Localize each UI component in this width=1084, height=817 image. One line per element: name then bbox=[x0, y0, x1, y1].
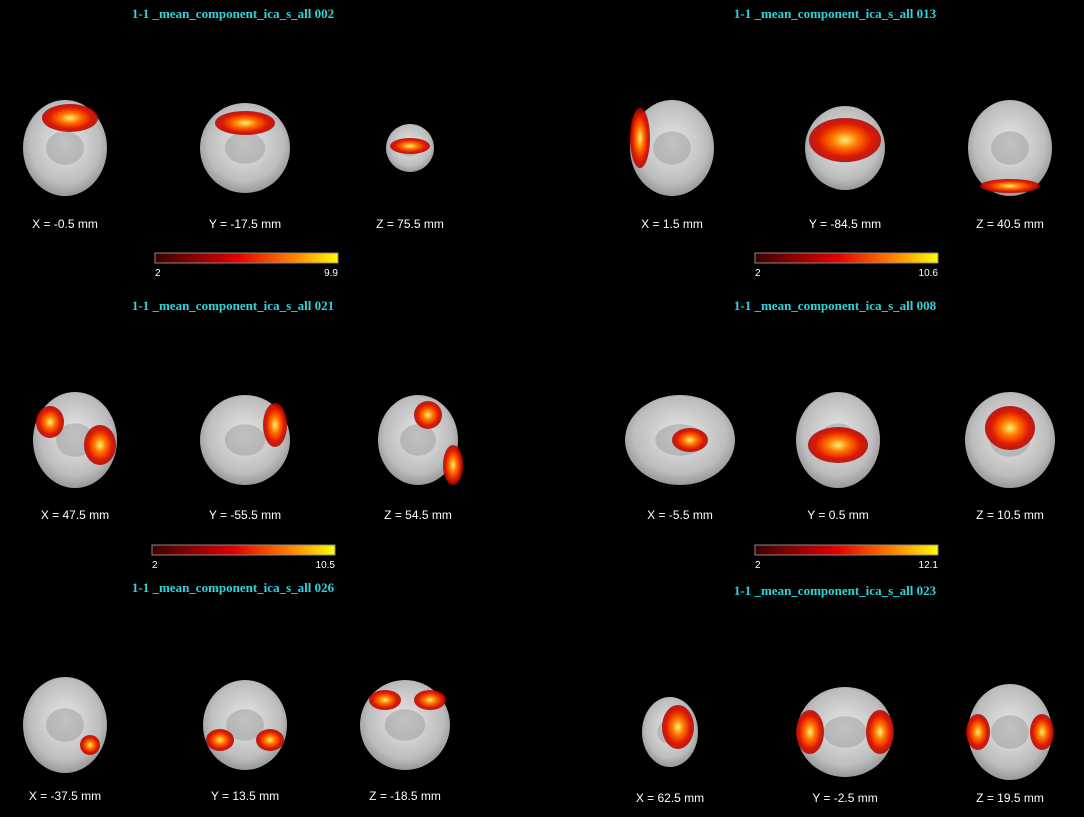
activation bbox=[809, 118, 881, 162]
activation bbox=[1030, 714, 1054, 750]
panel: 1-1 _mean_component_ica_s_all 013 X = 1.5… bbox=[630, 6, 1052, 279]
panel-title: 1-1 _mean_component_ica_s_all 026 bbox=[132, 580, 335, 595]
slice-label: X = 1.5 mm bbox=[641, 217, 703, 231]
brain-slice bbox=[200, 395, 290, 485]
panel: 1-1 _mean_component_ica_s_all 026 X = -37… bbox=[23, 580, 450, 803]
activation bbox=[414, 690, 446, 710]
activation bbox=[443, 445, 463, 485]
brain-slice bbox=[23, 677, 107, 773]
brain-core bbox=[653, 131, 691, 165]
brain-core bbox=[991, 131, 1029, 165]
colorbar bbox=[754, 252, 939, 264]
slice-label: X = -37.5 mm bbox=[29, 789, 101, 803]
slice-label: Y = 13.5 mm bbox=[211, 789, 279, 803]
activation bbox=[215, 111, 275, 135]
colorbar bbox=[151, 544, 336, 556]
slice-label: Z = 10.5 mm bbox=[976, 508, 1044, 522]
colorbar-min: 2 bbox=[755, 560, 761, 571]
panel-title: 1-1 _mean_component_ica_s_all 008 bbox=[734, 298, 937, 313]
brain-slice bbox=[33, 392, 117, 488]
panel-title: 1-1 _mean_component_ica_s_all 013 bbox=[734, 6, 937, 21]
brain-core bbox=[226, 709, 264, 741]
activation bbox=[390, 138, 430, 154]
brain-core bbox=[823, 716, 867, 748]
brain-slice bbox=[200, 103, 290, 193]
activation bbox=[84, 425, 116, 465]
activation bbox=[808, 427, 868, 463]
activation bbox=[662, 705, 694, 749]
brain-slice bbox=[625, 395, 735, 485]
brain-slice bbox=[805, 106, 885, 190]
slice-label: Z = 19.5 mm bbox=[976, 791, 1044, 805]
brain-core bbox=[384, 709, 426, 741]
brain-slice bbox=[378, 395, 463, 485]
colorbar bbox=[754, 544, 939, 556]
activation bbox=[980, 179, 1040, 193]
brain-slice bbox=[642, 697, 698, 767]
activation bbox=[866, 710, 894, 754]
colorbar-min: 2 bbox=[152, 560, 158, 571]
slice-label: Z = 54.5 mm bbox=[384, 508, 452, 522]
activation bbox=[414, 401, 442, 429]
colorbar-max: 10.5 bbox=[316, 560, 336, 571]
brain-slice bbox=[386, 124, 434, 172]
activation bbox=[369, 690, 401, 710]
slice-label: Z = 40.5 mm bbox=[976, 217, 1044, 231]
slice-label: X = 62.5 mm bbox=[636, 791, 704, 805]
slice-label: Z = -18.5 mm bbox=[369, 789, 441, 803]
brain-slice bbox=[796, 687, 894, 777]
brain-core bbox=[400, 424, 436, 456]
activation bbox=[796, 710, 824, 754]
activation bbox=[80, 735, 100, 755]
slice-label: Y = 0.5 mm bbox=[807, 508, 868, 522]
slice-label: Y = -17.5 mm bbox=[209, 217, 281, 231]
activation bbox=[630, 108, 650, 168]
colorbar bbox=[154, 252, 339, 264]
brain-slice bbox=[23, 100, 107, 196]
colorbar-max: 10.6 bbox=[919, 268, 939, 279]
panel-title: 1-1 _mean_component_ica_s_all 023 bbox=[734, 583, 937, 598]
slice-label: Z = 75.5 mm bbox=[376, 217, 444, 231]
brain-core bbox=[224, 424, 266, 456]
slice-label: X = -5.5 mm bbox=[647, 508, 713, 522]
brain-core bbox=[46, 131, 84, 165]
panel: 1-1 _mean_component_ica_s_all 023 X = 62.… bbox=[636, 583, 1054, 805]
colorbar-min: 2 bbox=[155, 268, 161, 279]
colorbar-max: 9.9 bbox=[324, 268, 338, 279]
slice-label: Y = -84.5 mm bbox=[809, 217, 881, 231]
activation bbox=[263, 403, 287, 447]
panel: 1-1 _mean_component_ica_s_all 008 X = -5.… bbox=[625, 298, 1055, 571]
brain-slice bbox=[966, 684, 1054, 780]
slice-label: Y = -55.5 mm bbox=[209, 508, 281, 522]
brain-slice bbox=[968, 100, 1052, 196]
activation bbox=[672, 428, 708, 452]
brain-slice bbox=[203, 680, 287, 770]
panel-title: 1-1 _mean_component_ica_s_all 021 bbox=[132, 298, 334, 313]
brain-slice bbox=[630, 100, 714, 196]
brain-slice bbox=[360, 680, 450, 770]
activation bbox=[256, 729, 284, 751]
panel: 1-1 _mean_component_ica_s_all 021 X = 47.… bbox=[33, 298, 463, 571]
brain-core bbox=[224, 132, 266, 164]
slice-label: Y = -2.5 mm bbox=[812, 791, 877, 805]
brain-slice bbox=[965, 392, 1055, 488]
brain-core bbox=[991, 715, 1029, 749]
brain-slice bbox=[796, 392, 880, 488]
slice-label: X = 47.5 mm bbox=[41, 508, 109, 522]
slice-label: X = -0.5 mm bbox=[32, 217, 98, 231]
panel: 1-1 _mean_component_ica_s_all 002 X = -0.… bbox=[23, 6, 444, 279]
activation bbox=[966, 714, 990, 750]
activation bbox=[206, 729, 234, 751]
activation bbox=[36, 406, 64, 438]
colorbar-max: 12.1 bbox=[919, 560, 939, 571]
activation bbox=[42, 104, 98, 132]
colorbar-min: 2 bbox=[755, 268, 761, 279]
brain-core bbox=[46, 708, 84, 742]
activation bbox=[985, 406, 1035, 450]
panel-title: 1-1 _mean_component_ica_s_all 002 bbox=[132, 6, 334, 21]
